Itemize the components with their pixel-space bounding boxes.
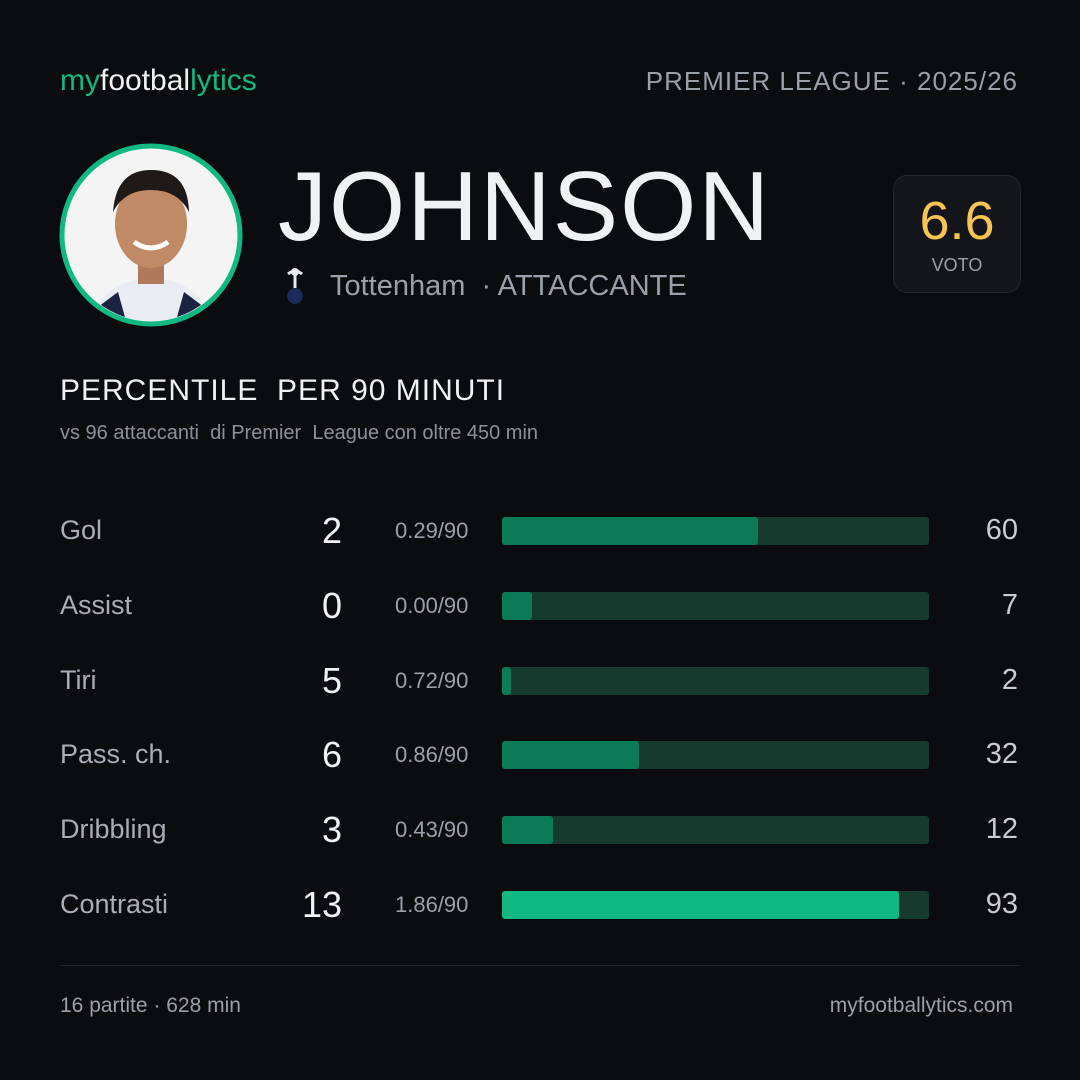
section-title: PERCENTILE PER 90 MINUTI: [60, 374, 506, 407]
player-photo: [59, 143, 243, 327]
stat-percentile: 2: [1001, 663, 1018, 696]
bar: [502, 891, 900, 919]
stat-total: 2: [321, 510, 342, 551]
league: PREMIER LEAGUE · 2025/26: [645, 66, 1018, 96]
stat-percentile: 7: [1001, 588, 1018, 621]
bar: [502, 816, 554, 845]
stat-total: 6: [321, 734, 342, 776]
stat-per90: 0.86/90: [395, 742, 469, 768]
stat-per90: 1.86/90: [395, 892, 469, 917]
stat-label: Dribbling: [60, 814, 167, 845]
bar-track: [502, 517, 929, 545]
team-crest: [287, 268, 303, 304]
footer-site: myfootballytics.com: [829, 994, 1013, 1017]
bar-track: [502, 666, 929, 695]
bar-track: [502, 741, 929, 770]
stat-total: 3: [321, 809, 342, 851]
rating: 6.6: [919, 191, 995, 251]
rating-label: VOTO: [931, 255, 983, 275]
team: Tottenham: [330, 270, 466, 302]
stat-label: Contrasti: [60, 889, 169, 919]
player-name: JOHNSON: [278, 151, 772, 261]
footer-info: 16 partite · 628 min: [60, 994, 241, 1017]
stat-percentile: 60: [985, 514, 1018, 546]
stat-total: 5: [321, 659, 342, 701]
divider: [60, 965, 1020, 966]
stat-percentile: 32: [985, 738, 1018, 771]
bar: [502, 517, 759, 545]
stat-label: Pass. ch.: [60, 739, 172, 770]
stat-label: Assist: [60, 589, 133, 620]
bar: [502, 741, 639, 770]
stat-label: Gol: [60, 515, 103, 545]
stat-per90: 0.43/90: [395, 817, 469, 843]
section-subtitle: vs 96 attaccanti di Premier League con o…: [60, 422, 539, 444]
brand: myfootballytics: [60, 64, 257, 98]
stat-per90: 0.72/90: [395, 667, 469, 693]
bar: [502, 666, 511, 695]
stat-per90: 0.00/90: [395, 592, 469, 618]
brand-part: lytics: [190, 64, 257, 97]
rating-box: 6.6 VOTO: [893, 175, 1021, 293]
brand-part: footbal: [100, 64, 191, 97]
stat-per90: 0.29/90: [395, 518, 469, 543]
role: · ATTACCANTE: [481, 270, 687, 302]
stat-percentile: 93: [985, 888, 1018, 920]
stat-total: 13: [301, 884, 342, 925]
stat-total: 0: [321, 584, 342, 626]
stat-label: Tiri: [60, 664, 97, 695]
team-role: Tottenham · ATTACCANTE: [330, 270, 687, 303]
stat-percentile: 12: [985, 813, 1018, 846]
bar: [502, 591, 532, 620]
brand-part: my: [60, 64, 100, 97]
bar-track: [502, 891, 929, 919]
bar-track: [502, 591, 929, 620]
bar-track: [502, 816, 929, 845]
